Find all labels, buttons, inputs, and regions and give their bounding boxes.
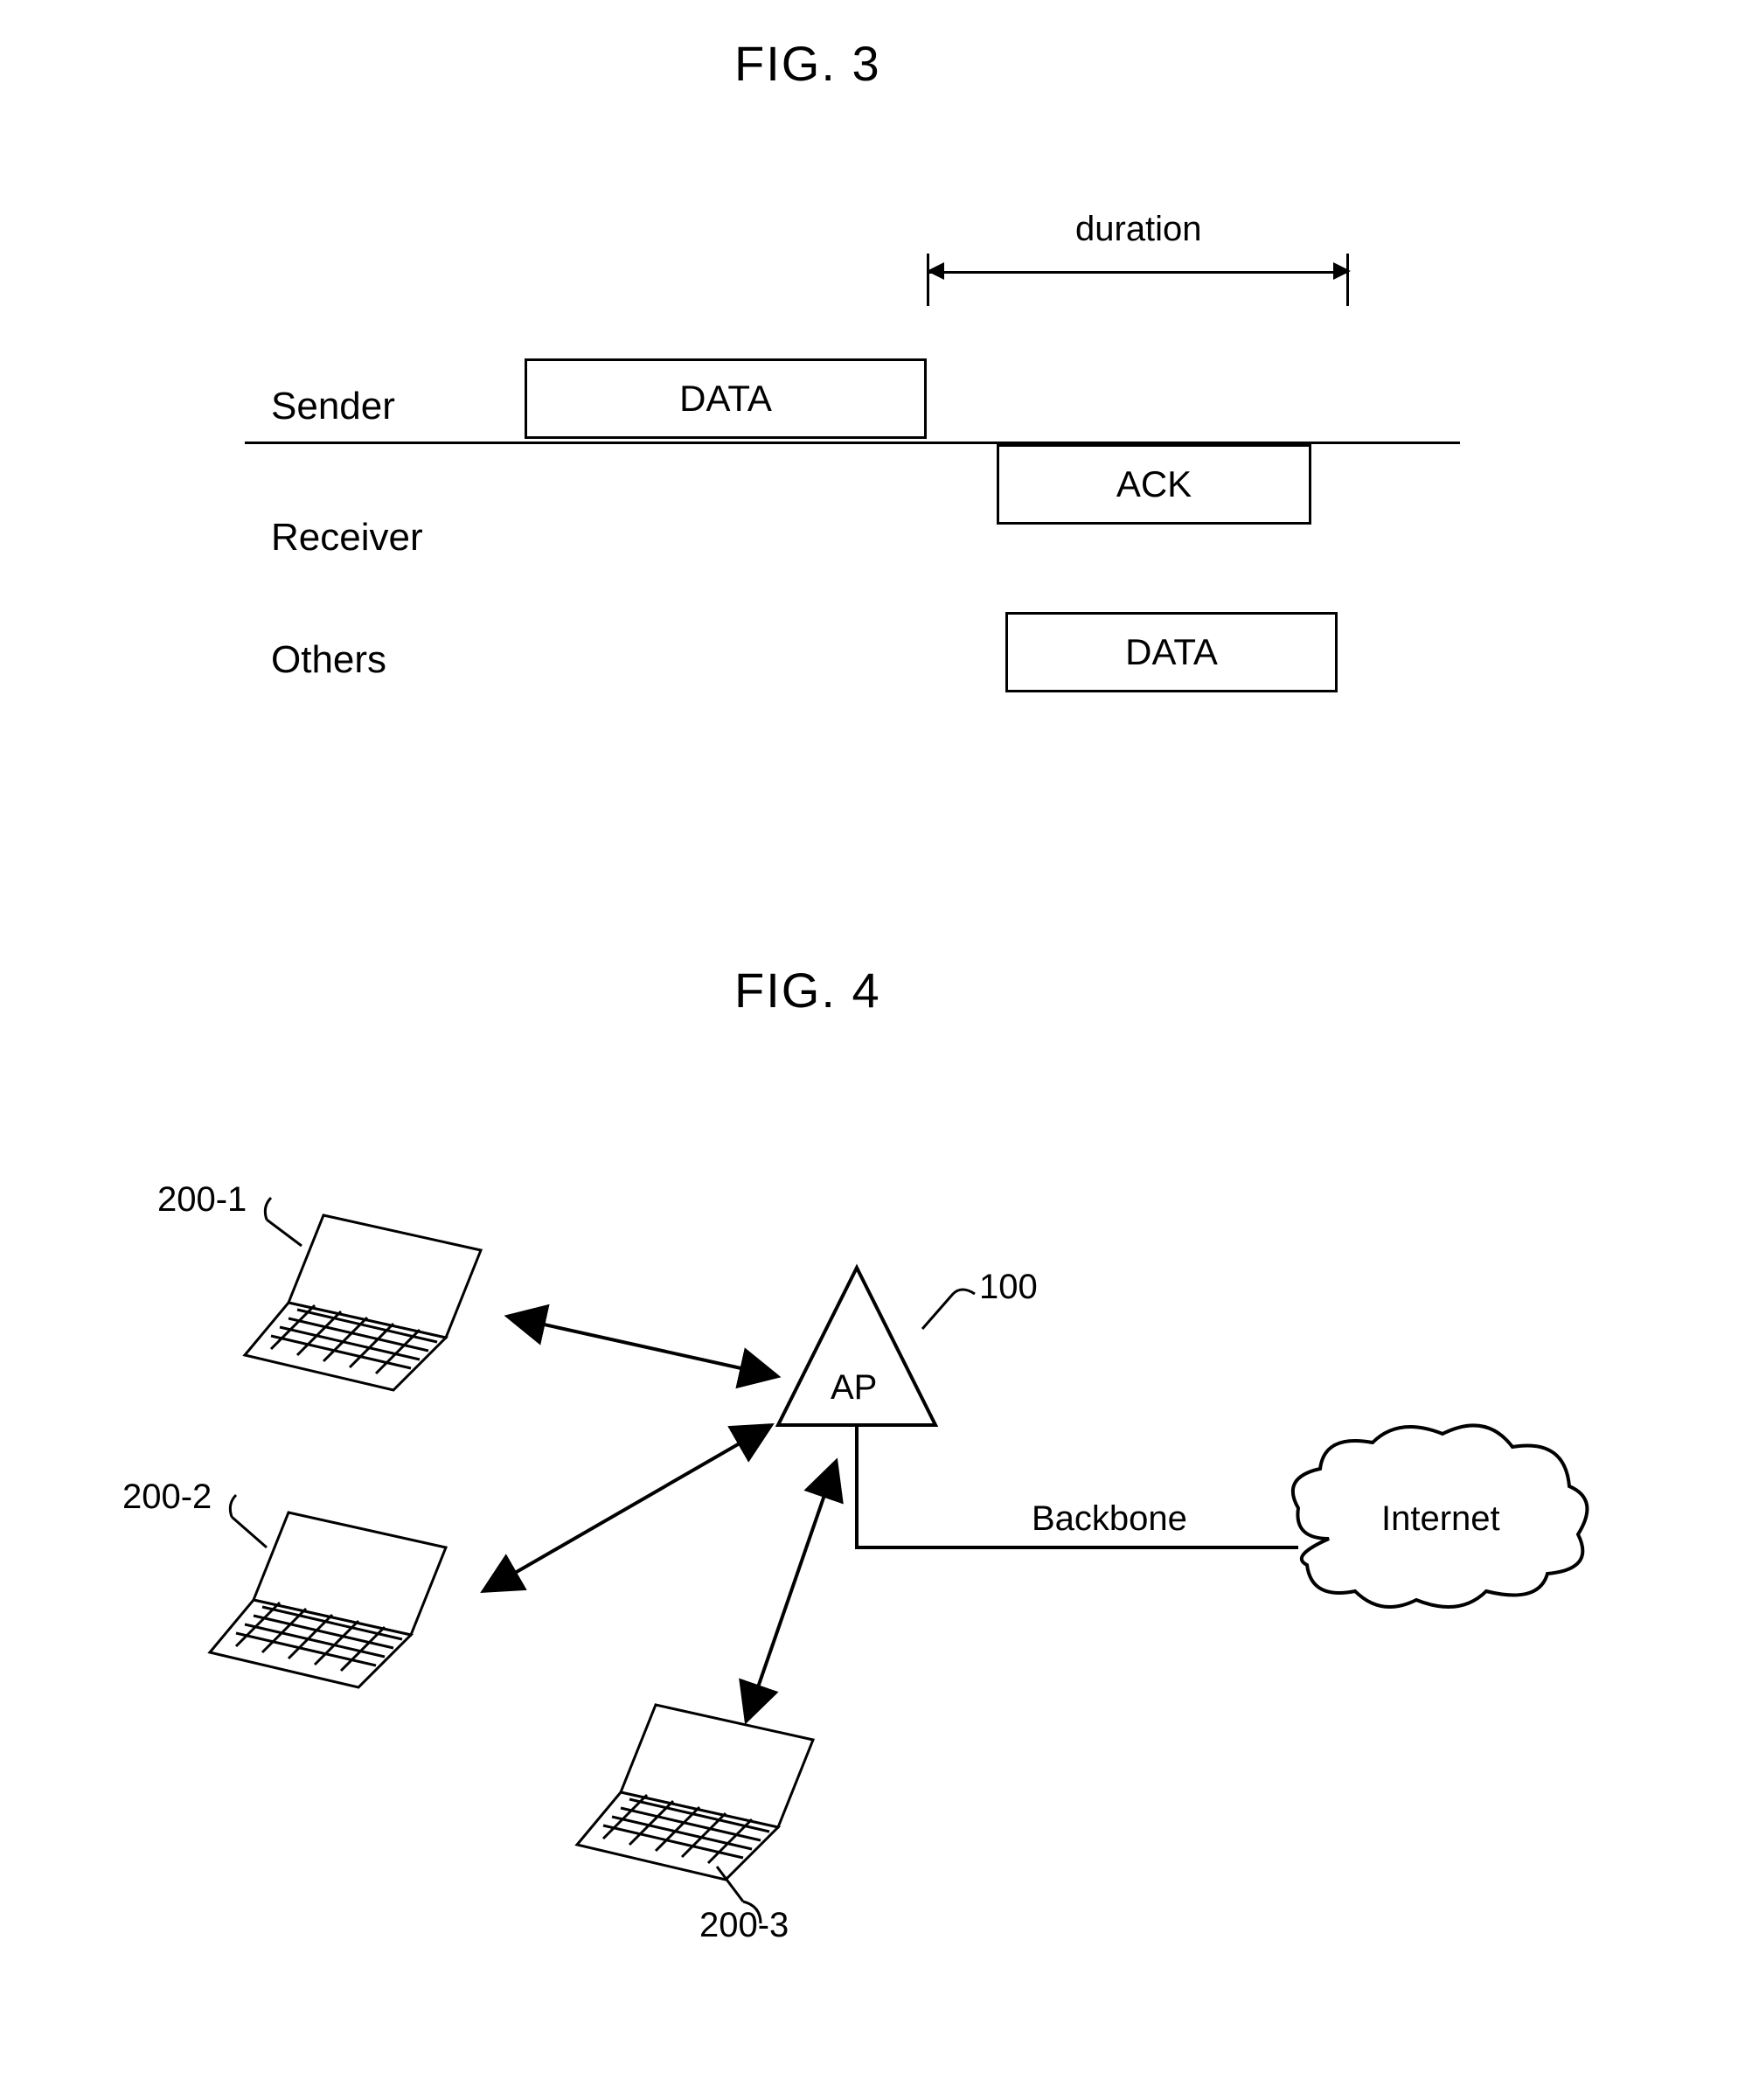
backbone-line	[0, 0, 1752, 2100]
backbone-label: Backbone	[1032, 1499, 1187, 1539]
internet-label: Internet	[1381, 1499, 1500, 1539]
